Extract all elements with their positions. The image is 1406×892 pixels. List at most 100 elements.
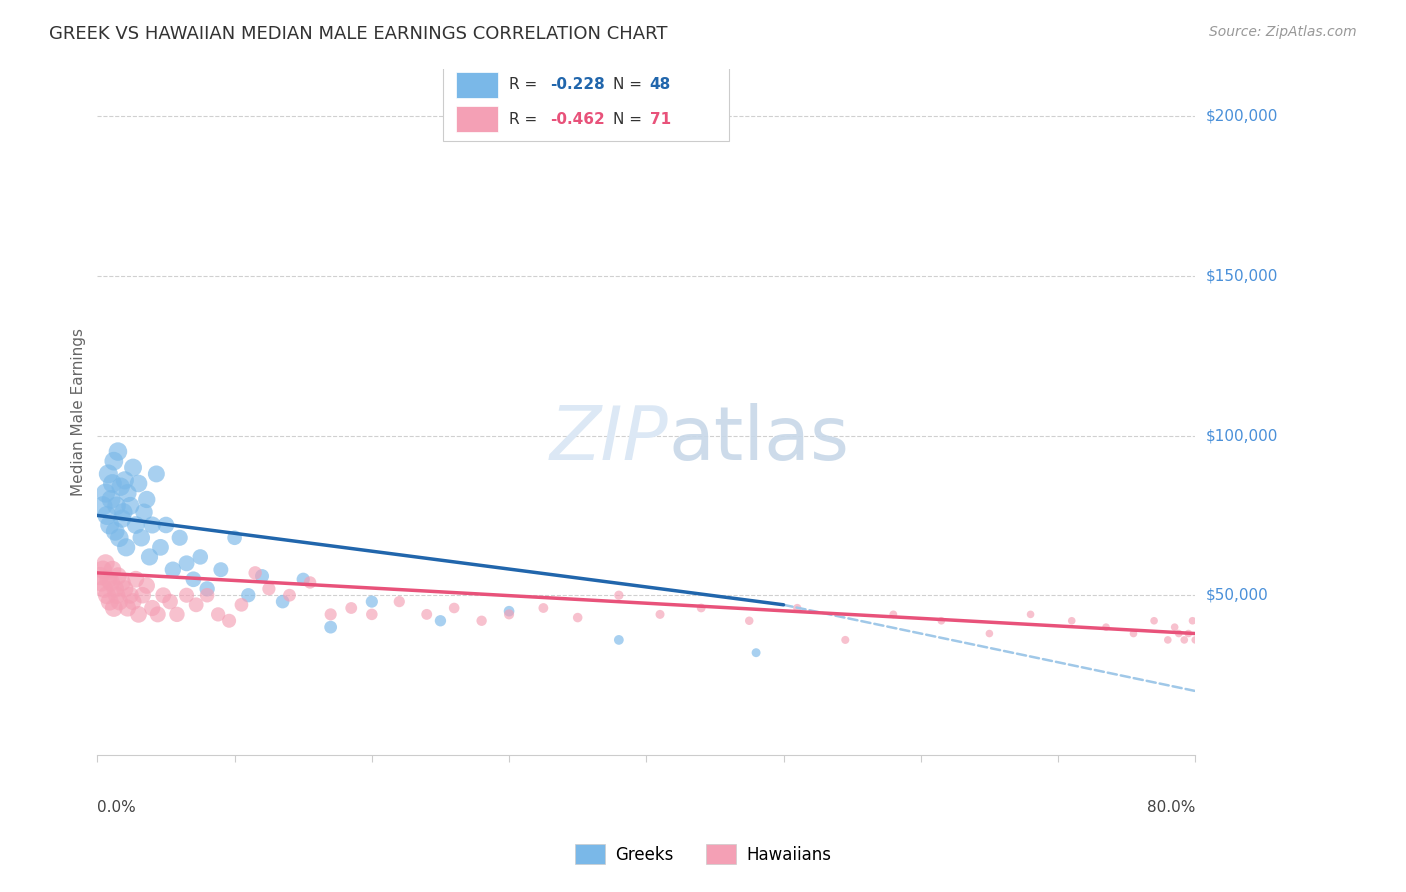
Point xyxy=(183,572,205,586)
Point xyxy=(243,566,266,580)
Point xyxy=(100,575,122,590)
Point xyxy=(224,531,246,545)
Point xyxy=(128,607,150,622)
Point xyxy=(360,594,382,608)
Point xyxy=(1122,626,1144,640)
Point xyxy=(1019,607,1042,622)
Point xyxy=(101,476,124,491)
Point xyxy=(141,601,163,615)
Point xyxy=(186,598,208,612)
Point xyxy=(128,476,150,491)
Point xyxy=(98,518,121,533)
Point xyxy=(120,588,142,602)
Text: 48: 48 xyxy=(650,78,671,93)
Point xyxy=(89,569,111,583)
Point xyxy=(155,518,177,533)
Point xyxy=(146,607,169,622)
Text: N =: N = xyxy=(613,112,647,127)
Point xyxy=(159,594,181,608)
Point xyxy=(93,582,115,596)
Point xyxy=(176,588,198,602)
Point xyxy=(91,563,114,577)
Point xyxy=(931,614,953,628)
Point xyxy=(607,632,630,647)
Point xyxy=(103,454,125,468)
Point xyxy=(90,575,112,590)
Point xyxy=(120,499,142,513)
Point xyxy=(257,582,280,596)
Point xyxy=(122,460,145,475)
Point xyxy=(690,601,713,615)
Text: $100,000: $100,000 xyxy=(1206,428,1278,443)
Point xyxy=(834,632,856,647)
Point xyxy=(648,607,671,622)
Text: ZIP: ZIP xyxy=(550,403,668,475)
Point xyxy=(97,572,120,586)
Point xyxy=(786,601,808,615)
Point xyxy=(98,594,121,608)
FancyBboxPatch shape xyxy=(443,62,728,141)
Point xyxy=(443,601,465,615)
Point xyxy=(388,594,411,608)
Point xyxy=(111,511,134,525)
Point xyxy=(131,588,153,602)
Point xyxy=(188,549,211,564)
Point xyxy=(218,614,240,628)
Point xyxy=(250,569,273,583)
Point xyxy=(103,601,125,615)
Point xyxy=(108,594,131,608)
Point xyxy=(319,607,342,622)
Point xyxy=(1184,632,1206,647)
Point xyxy=(107,569,129,583)
Text: 71: 71 xyxy=(650,112,671,127)
Point xyxy=(1167,626,1189,640)
Point xyxy=(429,614,451,628)
Text: R =: R = xyxy=(509,112,543,127)
Point xyxy=(1157,632,1180,647)
Point xyxy=(531,601,554,615)
Point xyxy=(299,575,322,590)
Point xyxy=(1163,620,1185,634)
Point xyxy=(498,604,520,618)
Point xyxy=(319,620,342,634)
Point xyxy=(135,579,157,593)
Point xyxy=(117,601,139,615)
Point xyxy=(567,610,589,624)
FancyBboxPatch shape xyxy=(457,106,498,132)
Point xyxy=(745,646,768,660)
Point xyxy=(271,594,294,608)
Point xyxy=(111,575,134,590)
Point xyxy=(104,582,127,596)
Point xyxy=(979,626,1001,640)
Point xyxy=(340,601,363,615)
Y-axis label: Median Male Earnings: Median Male Earnings xyxy=(72,327,86,496)
Point xyxy=(166,607,188,622)
Point xyxy=(162,563,184,577)
Point xyxy=(195,582,218,596)
Point xyxy=(292,572,315,586)
Point xyxy=(209,563,232,577)
Point xyxy=(1181,614,1204,628)
Point xyxy=(114,473,136,487)
Point xyxy=(498,607,520,622)
Point xyxy=(94,557,117,571)
Text: N =: N = xyxy=(613,78,647,93)
Point xyxy=(1143,614,1166,628)
Point xyxy=(96,588,118,602)
Point xyxy=(112,505,135,519)
Text: Source: ZipAtlas.com: Source: ZipAtlas.com xyxy=(1209,25,1357,39)
Point xyxy=(135,492,157,507)
Text: R =: R = xyxy=(509,78,543,93)
Point xyxy=(104,524,127,539)
Point xyxy=(115,541,138,555)
Point xyxy=(105,499,128,513)
Point xyxy=(141,518,163,533)
Point xyxy=(145,467,167,481)
Text: $50,000: $50,000 xyxy=(1206,588,1270,603)
Point xyxy=(107,444,129,458)
Point xyxy=(138,549,160,564)
Point xyxy=(91,499,114,513)
Point xyxy=(207,607,229,622)
Text: 0.0%: 0.0% xyxy=(97,799,136,814)
Point xyxy=(360,607,382,622)
